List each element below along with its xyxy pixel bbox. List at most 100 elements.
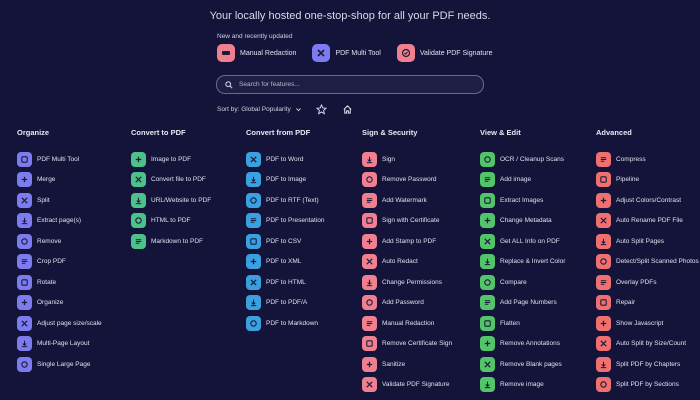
tool-validate-pdf-signature[interactable]: Validate PDF Signature <box>362 375 452 396</box>
tool-remove-image[interactable]: Remove image <box>480 375 565 396</box>
tool-label: Split PDF by Sections <box>616 381 679 389</box>
tool-label: Change Metadata <box>500 217 552 225</box>
tool-auto-split-pages[interactable]: Auto Split Pages <box>596 231 699 252</box>
search-bar <box>216 75 484 94</box>
tool-crop-pdf[interactable]: Crop PDF <box>17 252 102 273</box>
tool-ocr-cleanup-scans[interactable]: OCR / Cleanup Scans <box>480 149 565 170</box>
tool-overlay-pdfs[interactable]: Overlay PDFs <box>596 272 699 293</box>
tool-label: Sign with Certificate <box>382 217 440 225</box>
tool-pipeline[interactable]: Pipeline <box>596 170 699 191</box>
tool-auto-split-by-size-count[interactable]: Auto Split by Size/Count <box>596 334 699 355</box>
column-title: Organize <box>17 128 50 137</box>
sign-with-certificate-icon <box>362 213 377 229</box>
tool-label: Add Watermark <box>382 196 427 204</box>
tool-add-page-numbers[interactable]: Add Page Numbers <box>480 293 565 314</box>
tool-show-javascript[interactable]: Show Javascript <box>596 313 699 334</box>
tool-pdf-to-presentation[interactable]: PDF to Presentation <box>246 211 325 232</box>
tool-add-password[interactable]: Add Password <box>362 293 452 314</box>
tool-add-stamp-to-pdf[interactable]: Add Stamp to PDF <box>362 231 452 252</box>
tool-remove-annotations[interactable]: Remove Annotations <box>480 334 565 355</box>
tool-label: Remove Annotations <box>500 340 560 348</box>
tool-label: Remove Certificate Sign <box>382 340 453 348</box>
tool-pdf-to-rtf-text[interactable]: PDF to RTF (Text) <box>246 190 325 211</box>
tool-replace-invert-color[interactable]: Replace & Invert Color <box>480 252 565 273</box>
tool-pdf-to-xml[interactable]: PDF to XML <box>246 252 325 273</box>
tool-remove-password[interactable]: Remove Password <box>362 170 452 191</box>
sort-dropdown[interactable]: Sort by: Global Popularity <box>217 106 302 113</box>
tool-html-to-pdf[interactable]: HTML to PDF <box>131 211 211 232</box>
tool-label: PDF to HTML <box>266 278 306 286</box>
auto-split-by-size-count-icon <box>596 336 611 352</box>
tool-repair[interactable]: Repair <box>596 293 699 314</box>
tool-adjust-page-size-scale[interactable]: Adjust page size/scale <box>17 313 102 334</box>
tool-extract-page-s[interactable]: Extract page(s) <box>17 211 102 232</box>
tool-label: Remove image <box>500 381 544 389</box>
pdf-to-html-icon <box>246 274 261 290</box>
tool-url-website-to-pdf[interactable]: URL/Website to PDF <box>131 190 211 211</box>
tool-label: Auto Redact <box>382 258 418 266</box>
tool-get-all-info-on-pdf[interactable]: Get ALL Info on PDF <box>480 231 565 252</box>
tool-auto-redact[interactable]: Auto Redact <box>362 252 452 273</box>
tool-split-pdf-by-sections[interactable]: Split PDF by Sections <box>596 375 699 396</box>
recent-validate-signature[interactable]: Validate PDF Signature <box>396 44 493 62</box>
tool-remove-certificate-sign[interactable]: Remove Certificate Sign <box>362 334 452 355</box>
tool-merge[interactable]: Merge <box>17 170 102 191</box>
tool-label: PDF to Presentation <box>266 217 325 225</box>
home-icon[interactable] <box>342 104 353 115</box>
tool-change-metadata[interactable]: Change Metadata <box>480 211 565 232</box>
search-icon <box>225 80 233 89</box>
recent-pdf-multi-tool[interactable]: PDF Multi Tool <box>312 44 381 62</box>
favorites-star-icon[interactable] <box>316 104 327 115</box>
tool-single-large-page[interactable]: Single Large Page <box>17 354 102 375</box>
split-pdf-by-chapters-icon <box>596 356 611 372</box>
tool-add-watermark[interactable]: Add Watermark <box>362 190 452 211</box>
tool-change-permissions[interactable]: Change Permissions <box>362 272 452 293</box>
tool-remove-blank-pages[interactable]: Remove Blank pages <box>480 354 565 375</box>
sort-label: Sort by: Global Popularity <box>217 106 291 113</box>
tool-sanitize[interactable]: Sanitize <box>362 354 452 375</box>
pdf-to-xml-icon <box>246 254 261 270</box>
pdf-to-csv-icon <box>246 233 261 249</box>
tool-label: Organize <box>37 299 64 307</box>
search-input[interactable] <box>239 81 469 88</box>
split-icon <box>17 192 32 208</box>
extract-images-icon <box>480 192 495 208</box>
tool-remove[interactable]: Remove <box>17 231 102 252</box>
remove-image-icon <box>480 377 495 393</box>
tool-label: Split <box>37 196 50 204</box>
tool-rotate[interactable]: Rotate <box>17 272 102 293</box>
tool-convert-file-to-pdf[interactable]: Convert file to PDF <box>131 170 211 191</box>
tool-label: Pipeline <box>616 176 640 184</box>
tool-extract-images[interactable]: Extract Images <box>480 190 565 211</box>
tool-detect-split-scanned-photos[interactable]: Detect/Split Scanned Photos <box>596 252 699 273</box>
tool-multi-page-layout[interactable]: Multi-Page Layout <box>17 334 102 355</box>
tool-organize[interactable]: Organize <box>17 293 102 314</box>
tool-pdf-to-html[interactable]: PDF to HTML <box>246 272 325 293</box>
tool-image-to-pdf[interactable]: Image to PDF <box>131 149 211 170</box>
add-watermark-icon <box>362 192 377 208</box>
tool-flatten[interactable]: Flatten <box>480 313 565 334</box>
tool-add-image[interactable]: Add image <box>480 170 565 191</box>
tool-split[interactable]: Split <box>17 190 102 211</box>
tool-label: Sanitize <box>382 360 406 368</box>
tool-pdf-to-image[interactable]: PDF to Image <box>246 170 325 191</box>
tool-pdf-to-csv[interactable]: PDF to CSV <box>246 231 325 252</box>
tool-auto-rename-pdf-file[interactable]: Auto Rename PDF File <box>596 211 699 232</box>
recent-label: Validate PDF Signature <box>419 49 493 57</box>
tool-pdf-to-markdown[interactable]: PDF to Markdown <box>246 313 325 334</box>
tool-pdf-to-word[interactable]: PDF to Word <box>246 149 325 170</box>
tool-split-pdf-by-chapters[interactable]: Split PDF by Chapters <box>596 354 699 375</box>
merge-icon <box>17 172 32 188</box>
replace-invert-color-icon <box>480 254 495 270</box>
tool-pdf-to-pdf-a[interactable]: PDF to PDF/A <box>246 293 325 314</box>
tool-sign-with-certificate[interactable]: Sign with Certificate <box>362 211 452 232</box>
tool-markdown-to-pdf[interactable]: Markdown to PDF <box>131 231 211 252</box>
tool-adjust-colors-contrast[interactable]: Adjust Colors/Contrast <box>596 190 699 211</box>
tool-manual-redaction[interactable]: Manual Redaction <box>362 313 452 334</box>
tool-sign[interactable]: Sign <box>362 149 452 170</box>
tool-compare[interactable]: Compare <box>480 272 565 293</box>
tool-compress[interactable]: Compress <box>596 149 699 170</box>
tool-pdf-multi-tool[interactable]: PDF Multi Tool <box>17 149 102 170</box>
recent-manual-redaction[interactable]: Manual Redaction <box>217 44 296 62</box>
auto-split-pages-icon <box>596 233 611 249</box>
